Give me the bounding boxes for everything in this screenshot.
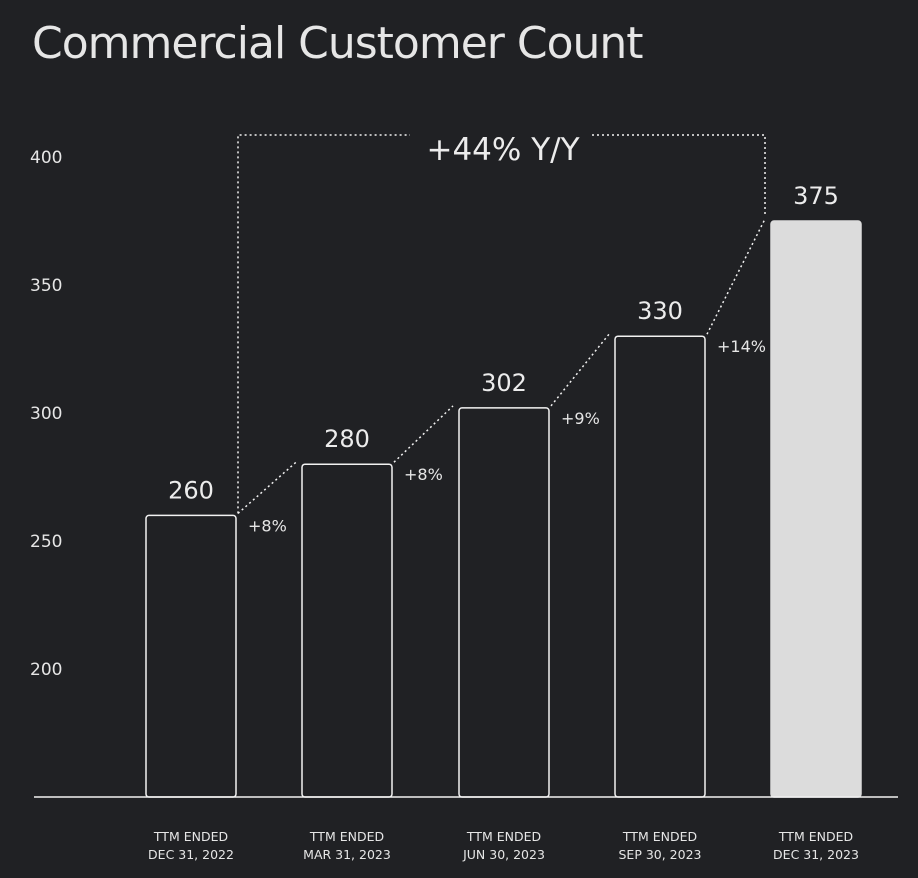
x-tick-label: SEP 30, 2023 [618, 847, 701, 862]
x-tick-label: DEC 31, 2023 [773, 847, 859, 862]
growth-connectors [237, 218, 766, 514]
yoy-bracket-left [237, 134, 410, 514]
y-tick-label: 400 [30, 148, 62, 168]
growth-connector [706, 218, 766, 335]
y-axis-ticks: 200 250 300 350 400 [30, 148, 62, 680]
x-tick-label: TTM ENDED [309, 829, 384, 844]
growth-connector [550, 333, 610, 407]
growth-connector [237, 461, 297, 514]
bars [145, 220, 862, 798]
x-tick-label: TTM ENDED [153, 829, 228, 844]
growth-label: +8% [404, 465, 443, 484]
bar [145, 514, 237, 798]
y-tick-label: 300 [30, 404, 62, 424]
growth-connector [393, 405, 454, 463]
bar-value-label: 302 [481, 369, 527, 397]
growth-label: +14% [717, 337, 766, 356]
y-tick-label: 200 [30, 660, 62, 680]
growth-labels: +8% +8% +9% +14% [248, 337, 766, 535]
bar-value-label: 330 [637, 297, 683, 325]
growth-label: +8% [248, 516, 287, 535]
bar-value-label: 280 [324, 425, 370, 453]
y-tick-label: 350 [30, 276, 62, 296]
bar-value-label: 375 [793, 182, 839, 210]
yoy-bracket: +44% Y/Y [237, 132, 766, 514]
yoy-label: +44% Y/Y [426, 132, 579, 168]
bar [770, 220, 862, 798]
x-tick-label: DEC 31, 2022 [148, 847, 234, 862]
x-tick-label: TTM ENDED [466, 829, 541, 844]
y-tick-label: 250 [30, 532, 62, 552]
x-tick-label: TTM ENDED [622, 829, 697, 844]
bar [458, 407, 550, 798]
chart-title: Commercial Customer Count [32, 18, 644, 69]
bar [301, 463, 393, 798]
bar-value-label: 260 [168, 476, 214, 504]
category-labels: TTM ENDED DEC 31, 2022 TTM ENDED MAR 31, 20… [148, 829, 859, 862]
yoy-bracket-right [592, 134, 766, 215]
growth-label: +9% [561, 409, 600, 428]
bar [614, 335, 706, 798]
x-tick-label: MAR 31, 2023 [303, 847, 391, 862]
value-labels: 260 280 302 330 375 [168, 182, 839, 504]
x-tick-label: TTM ENDED [778, 829, 853, 844]
x-tick-label: JUN 30, 2023 [462, 847, 545, 862]
